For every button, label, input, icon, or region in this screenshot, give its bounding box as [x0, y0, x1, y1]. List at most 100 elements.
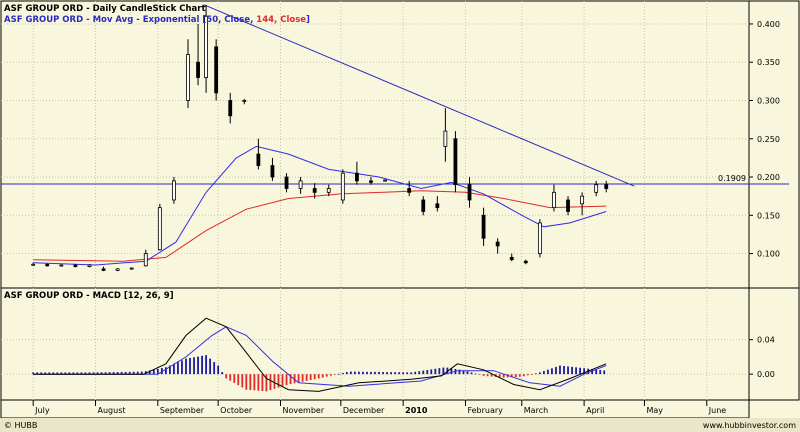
macd-histogram-bar	[293, 374, 296, 384]
macd-histogram-bar	[277, 374, 280, 388]
candle-body	[509, 256, 514, 261]
candle	[129, 267, 134, 270]
candle-body	[228, 100, 233, 117]
macd-histogram-bar	[189, 357, 191, 375]
macd-histogram-bar	[108, 372, 111, 375]
candle	[115, 268, 120, 272]
macd-histogram-bar	[96, 372, 99, 375]
macd-histogram-bar	[72, 372, 75, 375]
macd-histogram-bar	[370, 371, 372, 375]
macd-histogram-bar	[462, 370, 465, 375]
candle-body	[594, 184, 599, 193]
candle	[509, 253, 514, 262]
legend-close-bracket: ]	[306, 15, 310, 25]
footer-copyright: © HUBB	[4, 421, 37, 430]
macd-histogram-bar	[60, 372, 63, 375]
macd-histogram-bar	[285, 374, 288, 386]
macd-histogram-bar	[526, 374, 529, 376]
macd-histogram-bar	[205, 355, 207, 375]
candle-body	[256, 153, 261, 166]
candle	[326, 184, 331, 197]
macd-histogram-bar	[563, 365, 565, 375]
macd-histogram-bar	[88, 372, 91, 375]
macd-histogram-bar	[148, 370, 151, 375]
macd-histogram-bar	[522, 374, 525, 377]
macd-histogram-bar	[555, 366, 557, 375]
macd-axis-frame	[748, 287, 800, 401]
candle-body	[523, 260, 528, 264]
candle	[495, 238, 500, 254]
candle-body	[87, 264, 92, 267]
ema50-legend: ASF GROUP ORD - Mov Avg - Exponential [5…	[4, 15, 256, 25]
macd-histogram-bar	[128, 371, 131, 375]
macd-histogram-bar	[92, 372, 95, 375]
price-y-tick-label: 0.350	[757, 58, 780, 67]
candle	[204, 4, 208, 93]
macd-histogram-bar	[547, 369, 549, 375]
candle	[298, 177, 303, 194]
macd-histogram-bar	[116, 372, 119, 375]
macd-histogram-bar	[40, 372, 43, 375]
macd-histogram-bar	[221, 372, 224, 375]
candle	[566, 196, 570, 216]
price-y-tick-label: 0.100	[757, 250, 780, 259]
macd-histogram-bar	[353, 371, 356, 375]
price-chart-title: ASF GROUP ORD - Daily CandleStick Chart	[4, 4, 206, 14]
macd-histogram-bar	[325, 374, 328, 377]
ema144-legend: 144, Close	[256, 15, 306, 25]
macd-histogram-bar	[341, 372, 344, 375]
macd-histogram-bar	[313, 374, 316, 380]
candle	[443, 108, 448, 162]
candle-body	[537, 222, 542, 254]
macd-histogram-bar	[245, 374, 248, 390]
macd-histogram-bar	[132, 371, 135, 375]
footer-website[interactable]: www.hubbinvestor.com	[703, 421, 796, 430]
moving-average-legend: ASF GROUP ORD - Mov Avg - Exponential [5…	[4, 15, 310, 25]
macd-histogram-bar	[305, 374, 308, 381]
candle	[435, 196, 440, 212]
candle-body	[242, 100, 247, 102]
macd-histogram-bar	[169, 365, 171, 375]
candle	[312, 183, 317, 199]
price-plot-frame	[0, 0, 750, 289]
macd-histogram-bar	[394, 372, 397, 375]
price-level-label: 0.1909	[718, 174, 746, 183]
macd-histogram-bar	[213, 362, 216, 375]
macd-histogram-bar	[583, 368, 586, 375]
macd-histogram-bar	[575, 367, 577, 375]
candle	[523, 259, 528, 265]
macd-chart-title: ASF GROUP ORD - MACD [12, 26, 9]	[4, 291, 174, 301]
macd-histogram-bar	[482, 374, 485, 376]
macd-histogram-bar	[273, 374, 276, 389]
candle-body	[566, 199, 570, 212]
macd-histogram-bar	[225, 374, 228, 379]
macd-histogram-bar	[44, 372, 47, 375]
resistance-trendline	[203, 4, 635, 187]
candle	[453, 131, 458, 193]
candle-body	[552, 191, 556, 209]
candle	[242, 98, 247, 105]
macd-histogram-bar	[366, 371, 368, 375]
candle-body	[421, 199, 426, 212]
macd-histogram-bar	[567, 366, 569, 375]
candle	[594, 180, 599, 197]
macd-histogram-bar	[104, 372, 107, 375]
macd-histogram-bar	[297, 374, 300, 383]
macd-histogram-bar	[185, 358, 187, 375]
candle	[552, 184, 556, 212]
macd-histogram-bar	[333, 374, 336, 375]
candle-body	[435, 203, 440, 209]
candle	[383, 179, 387, 182]
macd-histogram-bar	[281, 374, 284, 387]
macd-histogram-bar	[579, 367, 581, 375]
x-tick-label: June	[708, 406, 727, 415]
x-tick-label: 2010	[405, 406, 428, 415]
candle-body	[115, 268, 120, 271]
macd-histogram-bar	[261, 374, 264, 392]
macd-histogram-bar	[591, 369, 594, 375]
macd-histogram-bar	[209, 358, 212, 375]
macd-plot-frame	[0, 287, 750, 401]
macd-histogram-bar	[498, 374, 501, 378]
macd-histogram-bar	[36, 372, 39, 375]
macd-histogram-bar	[518, 374, 521, 377]
